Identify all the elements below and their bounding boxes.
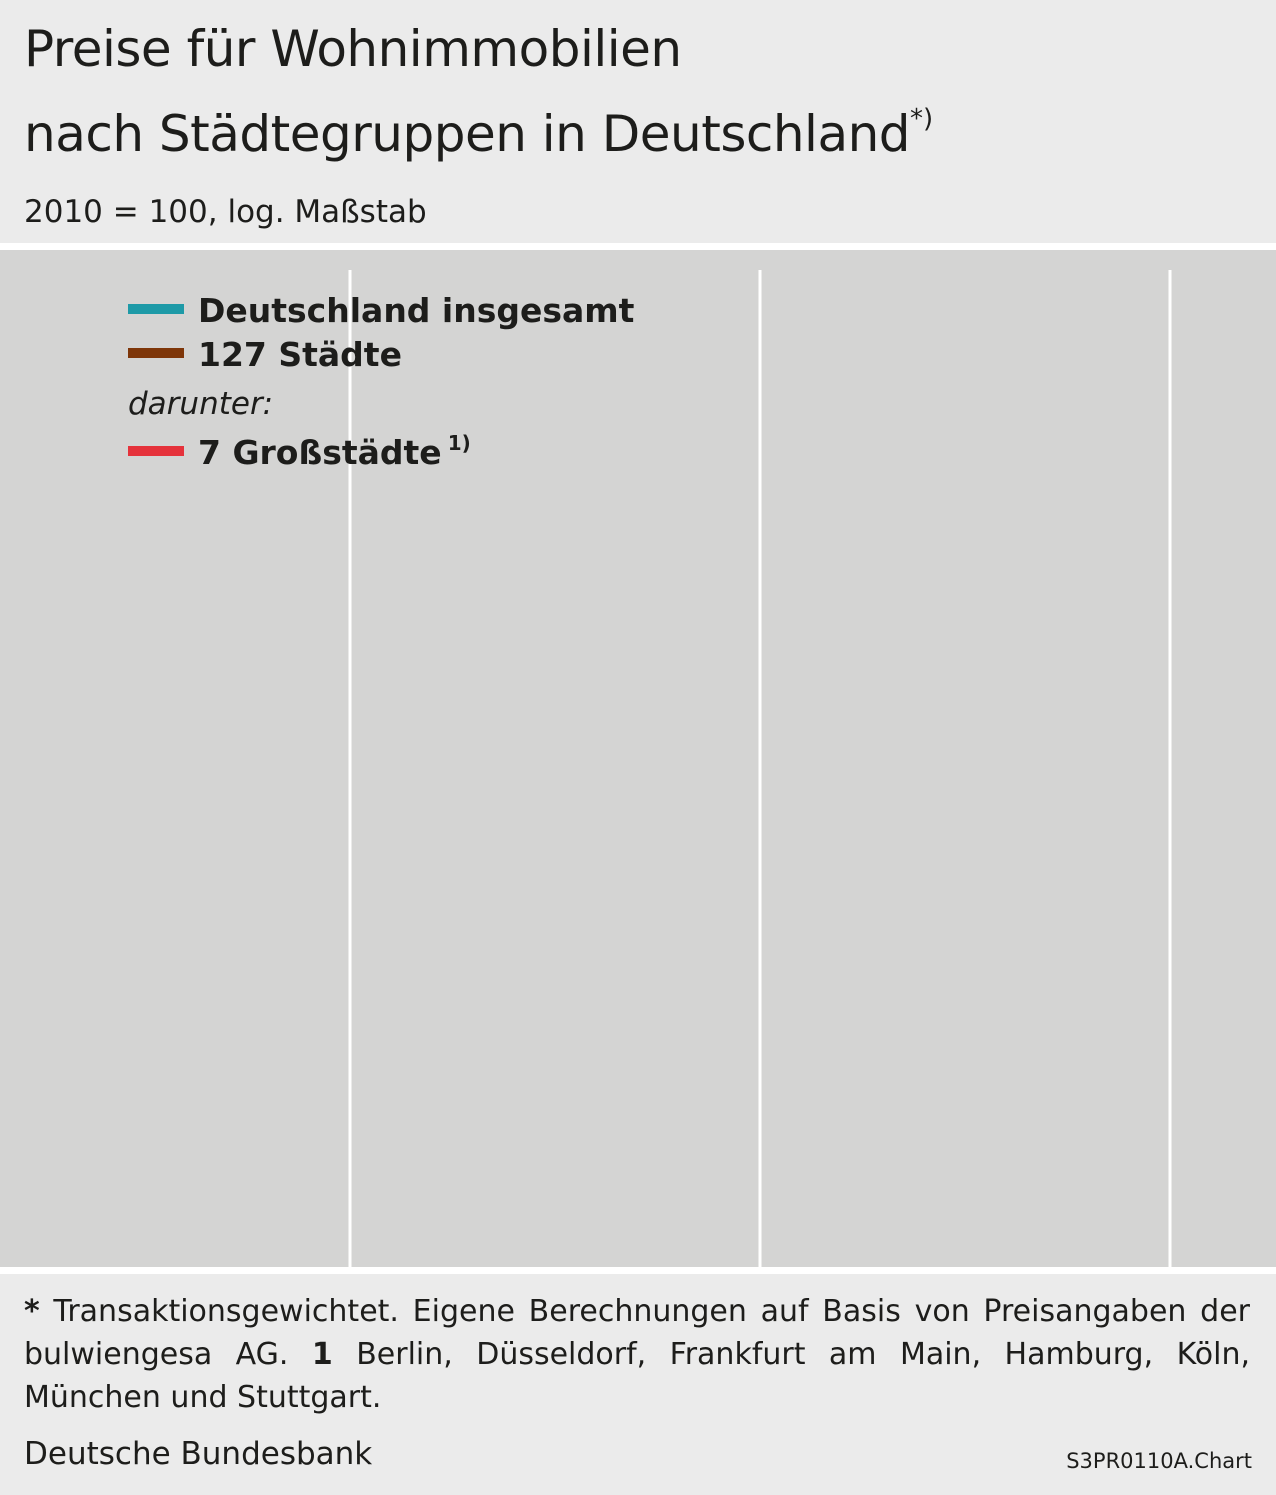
source-label: Deutsche Bundesbank bbox=[24, 1436, 373, 1472]
chart-subtitle: 2010 = 100, log. Maßstab bbox=[24, 194, 427, 230]
chart-svg: 9010011012013014015016017018019020020050… bbox=[0, 250, 1276, 1270]
footnote: * Transaktionsgewichtet. Eigene Berechnu… bbox=[24, 1290, 1250, 1419]
separator-bottom bbox=[0, 1267, 1276, 1274]
footnote-text-1: Transaktionsgewichtet. Eigene Berechnung… bbox=[24, 1294, 1250, 1372]
footnote-marker-1: 1 bbox=[311, 1337, 333, 1372]
legend-label-7-grossstaedte-sup: 1) bbox=[448, 431, 471, 455]
legend-label-deutschland: Deutschland insgesamt bbox=[198, 291, 635, 330]
footnote-text-2: Berlin, Düsseldorf, Frankfurt am Main, H… bbox=[24, 1337, 1250, 1415]
title-line-2-text: nach Städtegruppen in Deutschland bbox=[24, 105, 911, 163]
legend-note-darunter: darunter: bbox=[128, 386, 273, 422]
footnote-star: * bbox=[24, 1294, 40, 1329]
legend-label-127-staedte: 127 Städte bbox=[198, 335, 402, 374]
title-line-1: Preise für Wohnimmobilien bbox=[24, 20, 682, 78]
title-superscript: *) bbox=[910, 104, 934, 134]
legend-label-7-grossstaedte: 7 Großstädte 1) bbox=[198, 431, 471, 472]
chart-id: S3PR0110A.Chart bbox=[1066, 1449, 1252, 1473]
legend: Deutschland insgesamt 127 Städte darunte… bbox=[128, 291, 635, 472]
title-line-2: nach Städtegruppen in Deutschland*) bbox=[24, 84, 1254, 169]
legend-label-7-grossstaedte-text: 7 Großstädte bbox=[198, 433, 442, 472]
chart-title: Preise für Wohnimmobilien nach Städtegru… bbox=[24, 14, 1254, 169]
separator-top bbox=[0, 243, 1276, 250]
plot-background bbox=[0, 250, 1276, 1270]
grid-layer bbox=[348, 270, 1172, 1270]
